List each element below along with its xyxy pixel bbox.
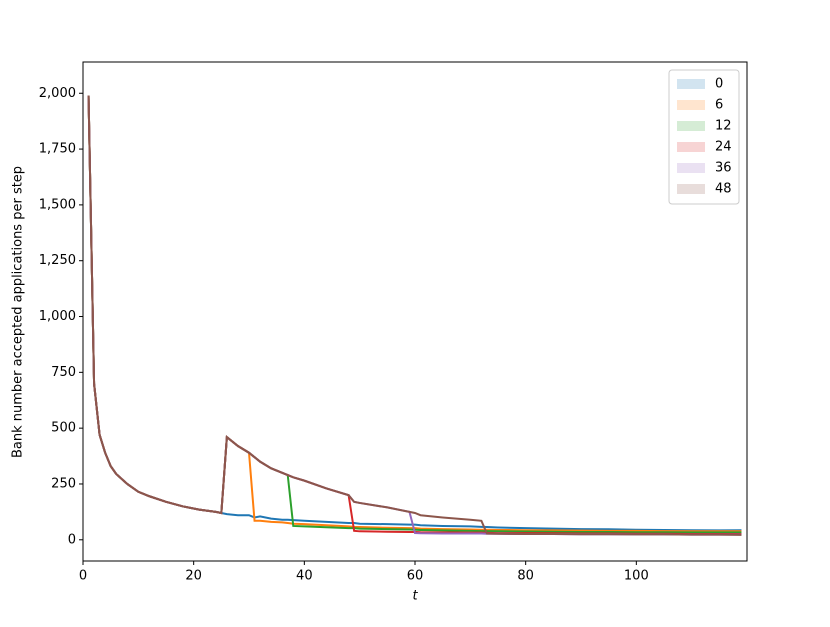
y-axis-label: Bank number accepted applications per st… <box>11 166 26 458</box>
y-tick-label: 750 <box>51 365 76 380</box>
y-tick-label: 1,250 <box>39 253 76 268</box>
x-tick-label: 80 <box>517 569 534 584</box>
y-tick-label: 1,000 <box>39 309 76 324</box>
legend-box <box>668 69 740 205</box>
legend-label: 36 <box>715 161 732 176</box>
plot-frame <box>82 61 748 562</box>
legend-label: 6 <box>715 98 723 113</box>
y-tick-label: 1,500 <box>39 197 76 212</box>
series-line <box>87 95 742 534</box>
legend-swatch <box>677 142 705 152</box>
series-line <box>87 95 742 533</box>
legend-swatch <box>677 163 705 173</box>
legend-swatch <box>677 79 705 89</box>
legend-label: 48 <box>715 182 732 197</box>
legend-swatch <box>677 100 705 110</box>
legend-swatch <box>677 121 705 131</box>
legend-swatch <box>677 184 705 194</box>
x-tick-label: 20 <box>185 569 202 584</box>
series-line <box>87 95 742 532</box>
y-tick-label: 1,750 <box>39 142 76 157</box>
x-axis-label: t <box>412 589 418 604</box>
y-tick-label: 500 <box>51 421 76 436</box>
series-line <box>87 95 742 536</box>
y-tick-label: 250 <box>51 476 76 491</box>
legend-label: 12 <box>715 119 732 134</box>
series-line <box>87 95 742 535</box>
y-tick-label: 2,000 <box>39 86 76 101</box>
x-tick-label: 0 <box>79 569 87 584</box>
x-tick-label: 60 <box>407 569 424 584</box>
x-tick-label: 100 <box>624 569 649 584</box>
x-tick-label: 40 <box>296 569 313 584</box>
legend-label: 0 <box>715 77 723 92</box>
legend-label: 24 <box>715 140 732 155</box>
series-line <box>87 95 742 536</box>
y-tick-label: 0 <box>68 532 76 547</box>
